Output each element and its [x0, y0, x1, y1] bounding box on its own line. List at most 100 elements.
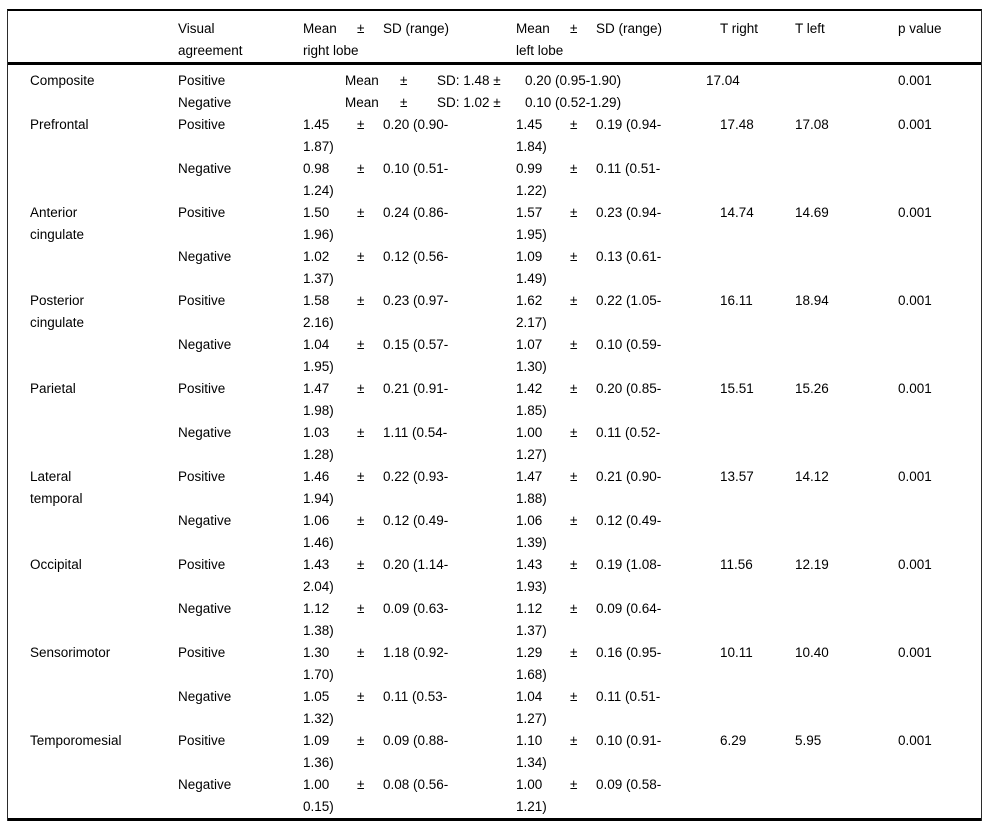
mean-sd-cell: 1.12 ±0.09 (0.63- 1.38): [303, 598, 516, 642]
region-cell: [30, 686, 178, 730]
p-value-cell: 0.001: [898, 73, 932, 88]
mean-sd-cell: 1.45 ±0.20 (0.90- 1.87): [303, 114, 516, 158]
range-continuation: 2.16): [303, 315, 334, 330]
region-label: Posterior: [30, 293, 85, 308]
range-continuation: 1.94): [303, 491, 334, 506]
p-value-cell: [898, 246, 983, 290]
plus-minus: ±: [357, 293, 365, 308]
mean-sd-cell: 1.10 ±0.10 (0.91- 1.34): [516, 730, 720, 774]
plus-minus: ±: [400, 73, 408, 88]
composite-mean-cell: Mean ± SD: 1.48 ± 0.20 (0.95-1.90): [303, 70, 720, 92]
mean-sd-cell: 1.04 ±0.15 (0.57- 1.95): [303, 334, 516, 378]
t-left-cell: [795, 598, 898, 642]
t-left-cell: [795, 422, 898, 466]
header-left-lobe: Mean ± SD (range) left lobe: [516, 21, 663, 58]
range-continuation: 1.87): [303, 139, 334, 154]
table-subrow: Anterior cingulate Positive 1.50 ±0.24 (0.86…: [8, 202, 981, 246]
mean-value: 1.06: [303, 513, 330, 528]
sd-range: 0.09 (0.63-: [383, 601, 449, 616]
sd-range: 0.23 (0.94-: [596, 205, 662, 220]
region-cell: Lateral temporal: [30, 466, 178, 510]
region-label: Anterior: [30, 205, 78, 220]
region-cell: Posterior cingulate: [30, 290, 178, 334]
p-value-cell: 0.001: [898, 117, 932, 132]
table-subrow: Composite Positive Mean ± SD: 1.48 ± 0.20 (0.…: [8, 70, 981, 92]
t-left-cell: 14.12: [795, 469, 829, 484]
t-left-cell: 10.40: [795, 645, 829, 660]
t-left-cell: [795, 246, 898, 290]
p-value-cell: [898, 422, 983, 466]
region-label: temporal: [30, 491, 83, 506]
agreement-cell: Negative: [178, 95, 232, 110]
header-p-value: p value: [898, 21, 942, 36]
p-value-cell: [898, 686, 983, 730]
mean-value: 1.45: [303, 117, 330, 132]
region-cell: [30, 774, 178, 818]
region-label: cingulate: [30, 315, 85, 330]
mean-value: 1.50: [303, 205, 330, 220]
region-cell: [30, 510, 178, 554]
p-value-cell: 0.001: [898, 381, 932, 396]
mean-value: 1.07: [516, 337, 543, 352]
plus-minus: ±: [357, 117, 365, 132]
range-continuation: 1.28): [303, 447, 334, 462]
mean-value: 1.42: [516, 381, 543, 396]
mean-sd-line1: 1.43 ±0.19 (1.08-: [516, 554, 720, 576]
mean-sd-line1: 1.45 ±0.19 (0.94-: [516, 114, 720, 136]
mean-sd-line1: 1.12 ±0.09 (0.64-: [516, 598, 720, 620]
mean-value: 1.43: [516, 557, 543, 572]
region-cell: [30, 92, 178, 114]
t-right-cell: 10.11: [720, 645, 753, 660]
range-continuation: 0.15): [303, 799, 334, 814]
mean-value: 1.47: [303, 381, 330, 396]
t-left-cell: 12.19: [795, 557, 829, 572]
range-continuation: 1.30): [516, 359, 547, 374]
plus-minus: ±: [357, 557, 365, 572]
mean-sd-line1: 1.04 ±0.15 (0.57-: [303, 334, 516, 356]
mean-value: 1.47: [516, 469, 543, 484]
sd-range: 0.20 (0.95-1.90): [525, 73, 622, 88]
range-continuation: 1.70): [303, 667, 334, 682]
sd-range: 1.11 (0.54-: [383, 425, 448, 440]
table-subrow: Negative 1.05 ±0.11 (0.53- 1.32) 1.04 ±0.11 (…: [8, 686, 981, 730]
range-continuation: 1.49): [516, 271, 547, 286]
mean-value: 1.46: [303, 469, 330, 484]
region-cell: Composite: [30, 70, 178, 92]
range-continuation: 1.68): [516, 667, 547, 682]
plus-minus: ±: [570, 733, 578, 748]
mean-sd-line1: 1.04 ±0.11 (0.51-: [516, 686, 720, 708]
sd-range: 0.20 (0.85-: [596, 381, 662, 396]
mean-sd-line1: 1.00 ±0.08 (0.56-: [303, 774, 516, 796]
sd-range: 0.24 (0.86-: [383, 205, 449, 220]
region-cell: [30, 598, 178, 642]
table-subrow: Parietal Positive 1.47 ±0.21 (0.91- 1.98) 1.4…: [8, 378, 981, 422]
mean-sd-cell: 1.43 ±0.20 (1.14- 2.04): [303, 554, 516, 598]
t-right-cell: 11.56: [720, 557, 753, 572]
plus-minus: ±: [570, 645, 578, 660]
t-right-cell: 13.57: [720, 469, 754, 484]
mean-value: 1.58: [303, 293, 330, 308]
mean-value: 1.10: [516, 733, 543, 748]
region-label: Occipital: [30, 557, 82, 572]
table-subrow: Temporomesial Positive 1.09 ±0.09 (0.88- 1.3…: [8, 730, 981, 774]
sd-range: 0.15 (0.57-: [383, 337, 449, 352]
plus-minus: ±: [570, 513, 578, 528]
mean-sd-line1: 1.10 ±0.10 (0.91-: [516, 730, 720, 752]
sd-range: 0.21 (0.91-: [383, 381, 449, 396]
mean-sd-line1: 1.12 ±0.09 (0.63-: [303, 598, 516, 620]
t-right-cell: [720, 422, 795, 466]
plus-minus: ±: [570, 601, 578, 616]
sd-range: 0.11 (0.53-: [383, 689, 448, 704]
p-value-cell: [898, 334, 983, 378]
mean-sd-cell: 1.06 ±0.12 (0.49- 1.39): [516, 510, 720, 554]
t-right-cell: 16.11: [720, 293, 753, 308]
p-value-cell: [898, 510, 983, 554]
t-right-cell: [720, 246, 795, 290]
region-cell: Sensorimotor: [30, 642, 178, 686]
mean-sd-line1: 0.99 ±0.11 (0.51-: [516, 158, 720, 180]
table-subrow: Negative Mean ± SD: 1.02 ± 0.10 (0.52-1.29): [8, 92, 981, 114]
mean-sd-line1: 1.05 ±0.11 (0.53-: [303, 686, 516, 708]
plus-minus: ±: [357, 205, 365, 220]
p-value-cell: 0.001: [898, 557, 932, 572]
plus-minus: ±: [570, 557, 578, 572]
